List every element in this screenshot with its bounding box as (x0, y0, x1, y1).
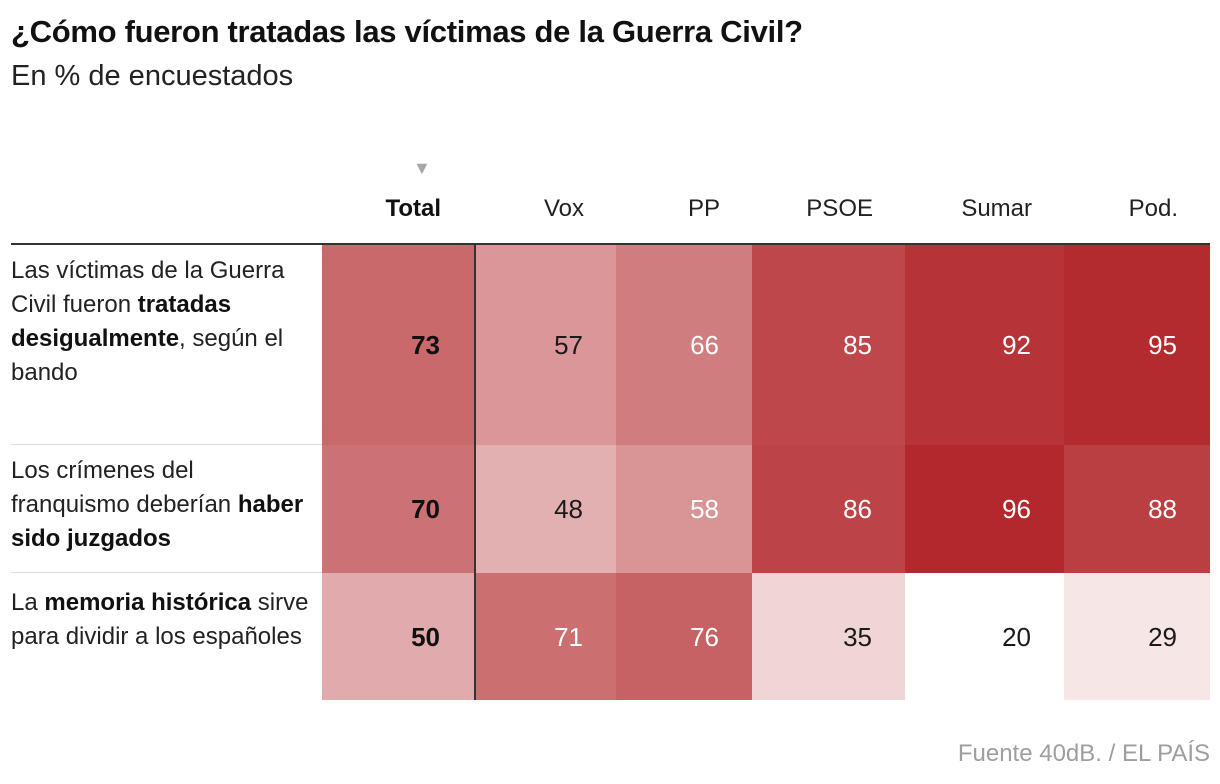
heatmap-cell (905, 573, 1064, 700)
row-divider (11, 444, 322, 445)
heatmap-cell (752, 245, 905, 445)
heatmap-cell (322, 573, 474, 700)
column-header-pp[interactable]: PP (687, 195, 720, 222)
total-value-label: 50 (411, 621, 440, 652)
heatmap-cell (476, 445, 616, 573)
data-value-label: 86 (843, 494, 872, 524)
data-value-label: 20 (1002, 621, 1031, 652)
data-value-label: 71 (554, 621, 583, 652)
data-value-label: 57 (554, 330, 583, 360)
header-divider (11, 243, 1210, 245)
total-value-label: 70 (411, 494, 440, 524)
data-value-label: 76 (690, 621, 719, 652)
heatmap-cell (752, 445, 905, 573)
heatmap-cell (1064, 245, 1210, 445)
row-label-1: Las víctimas de la Guerra Civil fueron t… (11, 257, 285, 386)
heatmap-cell (905, 445, 1064, 573)
heatmap-cell (616, 573, 752, 700)
heatmap-cell (905, 245, 1064, 445)
data-value-label: 29 (1148, 621, 1177, 652)
heatmap-cell (322, 445, 474, 573)
column-header-sumar[interactable]: Sumar (961, 195, 1032, 222)
sort-down-icon: ▼ (413, 158, 431, 178)
chart-subtitle: En % de encuestados (11, 60, 294, 92)
heatmap-cell (476, 245, 616, 445)
row-label-3: La memoria histórica sirve para dividir … (11, 589, 309, 650)
row-divider (11, 572, 322, 573)
data-value-label: 58 (690, 494, 719, 524)
data-value-label: 88 (1148, 494, 1177, 524)
heatmap-cell (1064, 573, 1210, 700)
data-value-label: 35 (843, 621, 872, 652)
data-value-label: 95 (1148, 330, 1177, 360)
data-value-label: 85 (843, 330, 872, 360)
column-header-pod[interactable]: Pod. (1128, 195, 1178, 222)
heatmap-cell (322, 245, 474, 445)
data-value-label: 92 (1002, 330, 1031, 360)
heatmap-cell (752, 573, 905, 700)
row-label-2: Los crímenes del franquismo deberían hab… (11, 457, 304, 552)
heatmap-cell (616, 445, 752, 573)
total-column-divider (474, 245, 476, 700)
column-header-total[interactable]: Total (385, 195, 441, 222)
heatmap-cell (476, 573, 616, 700)
data-value-label: 48 (554, 494, 583, 524)
total-value-label: 73 (411, 330, 440, 360)
heatmap-cell (1064, 445, 1210, 573)
chart-title: ¿Cómo fueron tratadas las víctimas de la… (11, 14, 803, 49)
heatmap-cell (616, 245, 752, 445)
data-value-label: 66 (690, 330, 719, 360)
source-credit: Fuente 40dB. / EL PAÍS (957, 740, 1210, 767)
column-header-psoe[interactable]: PSOE (806, 195, 873, 222)
column-header-vox[interactable]: Vox (543, 195, 584, 222)
data-value-label: 96 (1002, 494, 1031, 524)
